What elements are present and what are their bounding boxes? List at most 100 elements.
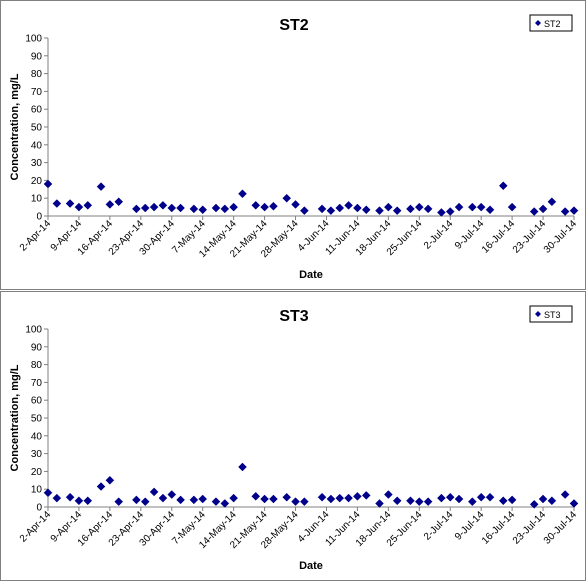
data-point [326,494,336,504]
data-point [229,493,239,503]
y-tick-label: 40 [31,431,43,442]
data-point [454,494,464,504]
data-point [375,499,384,508]
data-point [220,499,230,508]
data-point [353,491,362,501]
data-point [83,496,93,506]
data-point [353,203,362,213]
data-point [251,491,261,501]
data-point [498,496,508,506]
data-point [149,487,159,497]
y-tick-label: 70 [31,378,43,389]
legend: ST3 [529,305,573,323]
y-tick-label: 20 [31,176,43,187]
data-point [238,462,247,472]
data-point [291,497,300,507]
data-point [140,497,150,507]
data-point [269,494,278,504]
y-tick-label: 60 [31,396,43,407]
data-point [317,204,327,214]
data-point [485,492,495,502]
data-point [437,493,446,503]
data-point [445,207,455,216]
data-point [300,206,309,216]
data-point [105,200,115,209]
data-point [485,205,495,215]
x-tick-label: 30-Jul-14 [542,218,580,256]
data-point [83,200,93,210]
data-point [569,499,579,508]
data-point [538,494,548,504]
data-point [158,493,168,503]
data-point [406,204,415,214]
data-point [211,497,221,507]
data-point [198,494,208,504]
y-tick-label: 100 [25,34,42,45]
data-point [467,497,477,507]
data-point [361,491,371,500]
data-point [189,204,199,214]
data-point [211,203,221,213]
data-point [96,482,106,491]
data-point [414,202,424,212]
data-point [529,207,539,216]
data-point [529,499,539,509]
legend-label: ST3 [544,310,561,320]
data-point [260,202,269,212]
data-point [65,199,75,208]
data-point [507,495,517,505]
x-tick-label: 2-Apr-14 [18,218,54,254]
y-tick-label: 30 [31,158,43,169]
y-tick-label: 90 [31,342,43,353]
chart-title: ST2 [279,17,308,34]
legend-box [529,14,573,32]
data-point [282,193,292,203]
data-point [375,206,384,216]
data-point [269,201,278,211]
data-point [96,182,106,191]
data-point [114,197,124,207]
y-tick-label: 100 [25,325,42,336]
legend-label: ST2 [544,19,561,29]
x-tick-label: 30-Jul-14 [542,509,580,547]
data-point [326,206,336,216]
data-point [538,204,548,214]
y-tick-label: 10 [31,194,43,205]
st2-chart: ST201020304050607080901002-Apr-149-Apr-1… [9,14,580,281]
data-point [392,206,402,216]
y-tick-label: 0 [36,212,42,223]
legend-marker [535,311,541,317]
y-tick-label: 0 [36,503,42,514]
data-point [476,492,486,502]
data-point [158,200,168,210]
data-point [220,204,230,214]
chart-title: ST3 [279,308,308,325]
data-point [344,200,353,210]
data-point [361,205,371,215]
data-point [467,202,477,212]
data-point [114,497,124,507]
data-point [43,179,53,189]
x-axis-title: Date [299,269,323,281]
y-axis-title: Concentration, mg/L [9,364,21,471]
data-point [300,497,309,507]
x-tick-label: 2-Jul-14 [422,218,456,252]
data-point [198,205,208,215]
data-point [140,203,150,213]
data-point [414,497,424,507]
data-point [74,496,84,506]
data-point [498,181,508,191]
data-point [547,197,557,207]
data-point [445,492,455,502]
y-tick-label: 80 [31,360,43,371]
st2-chart-panel: ST2 0 10 20 30 40 50 60 70 80 90 100 2-Apr-14 9-Apr-1… [0,0,586,290]
data-point [383,490,393,499]
y-tick-label: 60 [31,105,43,116]
y-tick-label: 30 [31,449,43,460]
data-point [560,207,570,216]
data-point [260,494,269,504]
data-point [423,497,433,507]
data-point [167,490,177,499]
data-point [423,204,433,214]
y-tick-label: 50 [31,414,43,425]
